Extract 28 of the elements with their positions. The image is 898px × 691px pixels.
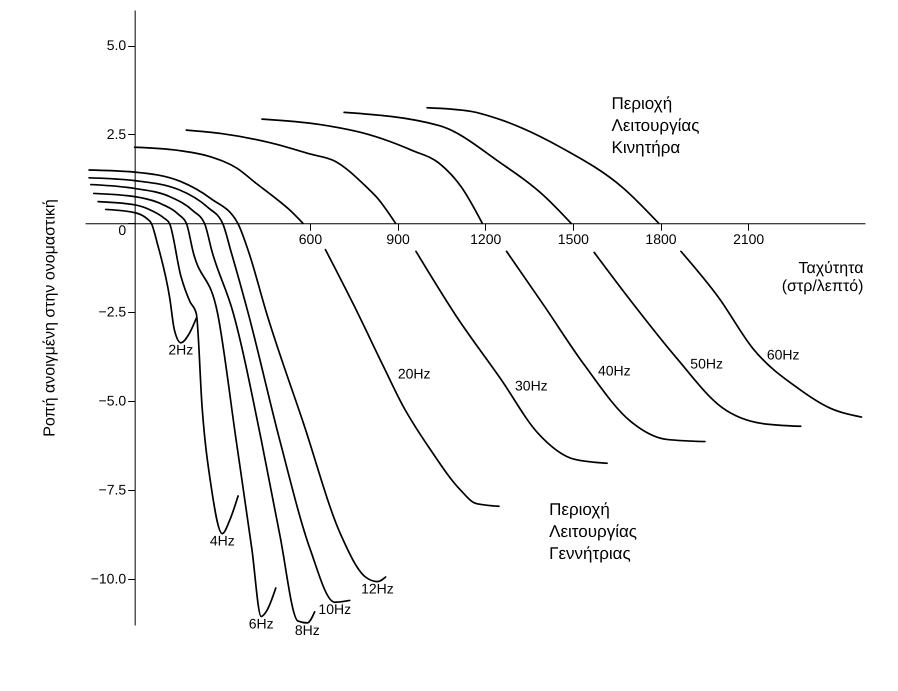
- series-label: 40Hz: [598, 362, 631, 378]
- y-axis-title: Ροπή ανοιγμένη στην ονομαστική: [42, 199, 58, 437]
- y-tick-label: −10.0: [90, 570, 126, 586]
- series-label: 2Hz: [168, 342, 194, 358]
- series-label: 10Hz: [318, 601, 352, 618]
- y-tick-label: −2.5: [98, 304, 126, 320]
- y-tick-label: 0: [118, 222, 126, 238]
- x-axis-title: Ταχύτητα (στρ/λεπτό): [782, 260, 864, 295]
- series-label: 20Hz: [398, 365, 431, 382]
- annotation: Περιοχή Λειτουργίας Κινητήρα: [612, 94, 700, 158]
- x-tick-label: 1200: [470, 230, 502, 247]
- y-tick-label: 5.0: [106, 37, 126, 54]
- series-label: 6Hz: [248, 615, 274, 632]
- x-tick-label: 1500: [558, 230, 590, 247]
- series-label: 50Hz: [690, 356, 723, 372]
- y-tick-label: −7.5: [98, 481, 126, 498]
- series-label: 4Hz: [210, 532, 235, 549]
- y-tick-label: 2.5: [106, 126, 126, 142]
- series-label: 8Hz: [294, 622, 320, 638]
- series-label: 30Hz: [515, 377, 548, 394]
- series-label: 12Hz: [361, 580, 394, 597]
- x-tick-label: 600: [298, 230, 322, 247]
- annotation: Περιοχή Λειτουργίας Γεννήτριας: [549, 500, 638, 563]
- x-tick-label: 2100: [733, 230, 764, 247]
- x-tick-label: 900: [386, 230, 410, 247]
- y-tick-label: −5.0: [98, 392, 126, 409]
- series-label: 60Hz: [766, 346, 800, 362]
- x-tick-label: 1800: [645, 230, 677, 247]
